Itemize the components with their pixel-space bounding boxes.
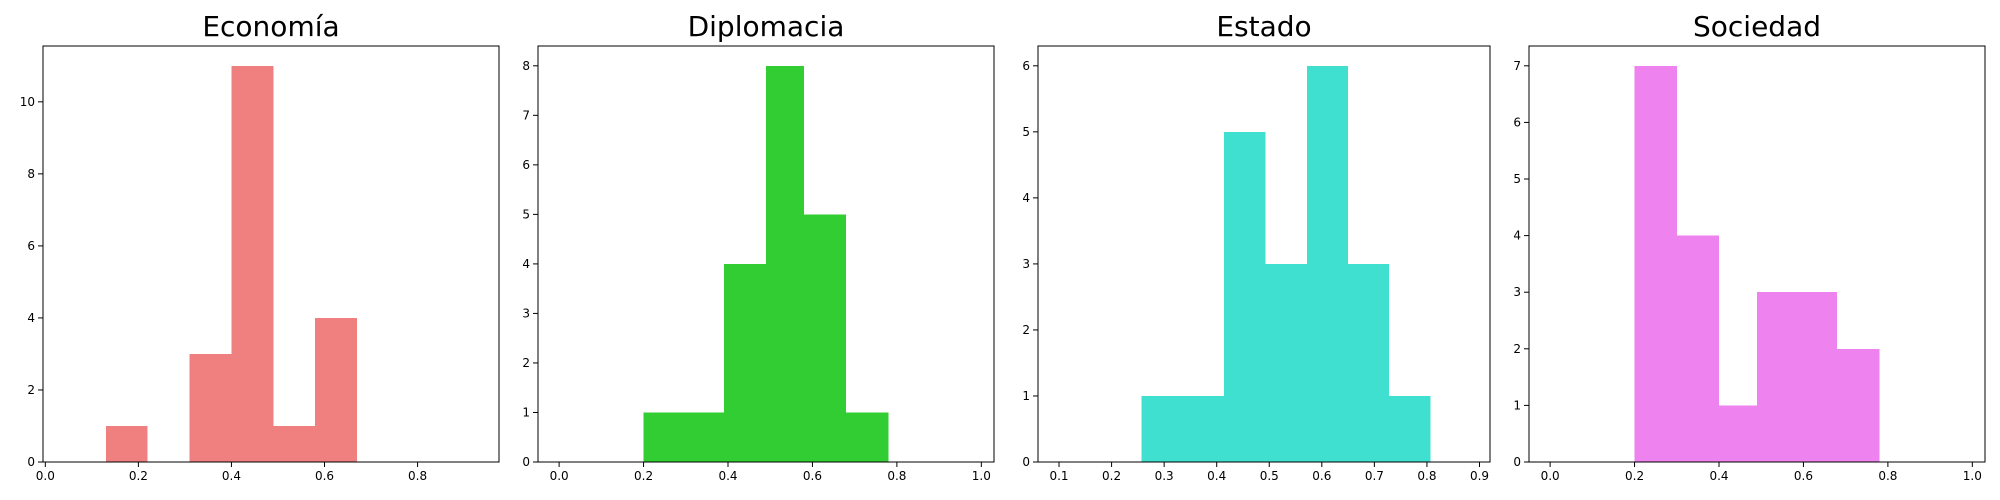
x-tick-label: 0.8 [408, 469, 427, 483]
axes-frame [1037, 45, 1491, 463]
histogram-bar [273, 425, 316, 462]
y-tick-label: 6 [1513, 115, 1521, 129]
histogram-bar [1265, 263, 1308, 462]
histogram-bar [766, 65, 804, 463]
x-tick-label: 0.4 [1207, 469, 1226, 483]
x-tick-label: 0.6 [1312, 469, 1331, 483]
x-tick-label: 1.0 [1963, 469, 1982, 483]
x-tick-label: 0.2 [1625, 469, 1644, 483]
y-tick-label: 2 [1513, 342, 1521, 356]
y-tick-label: 1 [522, 405, 530, 419]
x-tick-label: 0.8 [887, 469, 906, 483]
histogram-bar [105, 425, 148, 462]
x-tick-label: 0.2 [634, 469, 653, 483]
axes-frame [42, 45, 500, 463]
y-tick-label: 2 [522, 356, 530, 370]
histogram-bar [723, 263, 766, 462]
y-tick-label: 2 [1022, 323, 1030, 337]
y-tick-label: 4 [27, 311, 35, 325]
histogram-bar [189, 353, 232, 462]
y-tick-label: 3 [1022, 257, 1030, 271]
x-tick-label: 0.2 [1102, 469, 1121, 483]
y-tick-label: 0 [1022, 455, 1030, 469]
histogram-bar [231, 65, 274, 463]
y-tick-label: 4 [1022, 191, 1030, 205]
y-tick-label: 4 [522, 257, 530, 271]
y-tick-label: 1 [1022, 389, 1030, 403]
panel-title: Sociedad [1693, 10, 1821, 43]
histogram-bar [1307, 65, 1349, 463]
histogram-bar [1719, 405, 1757, 462]
y-tick-label: 5 [1513, 172, 1521, 186]
y-tick-label: 4 [1513, 229, 1521, 243]
histogram-bar [1183, 395, 1225, 462]
histogram-bar [1389, 395, 1431, 462]
histogram-bar [643, 412, 682, 462]
x-tick-label: 0.4 [222, 469, 241, 483]
histogram-bar [1837, 348, 1880, 462]
x-tick-label: 0.0 [36, 469, 55, 483]
y-tick-label: 8 [522, 59, 530, 73]
y-tick-label: 1 [1513, 398, 1521, 412]
y-tick-label: 0 [27, 455, 35, 469]
x-tick-label: 0.2 [129, 469, 148, 483]
y-tick-label: 6 [27, 239, 35, 253]
axes-frame [537, 45, 995, 463]
panel-title: Diplomacia [688, 10, 845, 43]
histogram-panel: Estado 0.1 0.2 0.3 0.4 0.5 0.6 0.7 0.8 0.9 0 1 2 3 4 5 6 [1022, 10, 1491, 483]
x-tick-label: 0.8 [1878, 469, 1897, 483]
histogram-panel: Diplomacia 0.0 0.2 0.4 0.6 0.8 1.0 0 1 2 3 4 5 6 7 8 [522, 10, 995, 483]
y-tick-label: 3 [522, 306, 530, 320]
panel-title: Economía [202, 10, 339, 43]
x-tick-label: 0.0 [550, 469, 569, 483]
y-tick-label: 2 [27, 383, 35, 397]
y-tick-label: 6 [1022, 59, 1030, 73]
x-tick-label: 1.0 [972, 469, 991, 483]
x-tick-label: 0.5 [1260, 469, 1279, 483]
x-tick-label: 0.7 [1365, 469, 1384, 483]
histogram-bar [681, 412, 724, 462]
y-tick-label: 5 [1022, 125, 1030, 139]
x-tick-label: 0.4 [1709, 469, 1728, 483]
y-tick-label: 3 [1513, 285, 1521, 299]
histogram-bar [1676, 235, 1719, 462]
x-tick-label: 0.3 [1155, 469, 1174, 483]
axes-frame [1528, 45, 1986, 463]
x-tick-label: 0.1 [1049, 469, 1068, 483]
y-tick-label: 7 [522, 108, 530, 122]
y-tick-label: 8 [27, 167, 35, 181]
x-tick-label: 0.6 [803, 469, 822, 483]
histogram-bar [804, 214, 847, 462]
y-tick-label: 5 [522, 207, 530, 221]
histogram-bar [846, 412, 889, 462]
histogram-bar [1757, 292, 1800, 462]
histogram-bar [1634, 65, 1677, 463]
x-tick-label: 0.8 [1417, 469, 1436, 483]
y-tick-label: 0 [522, 455, 530, 469]
histogram-bar [1224, 131, 1266, 463]
histogram-bar [315, 317, 358, 462]
histogram-bar [1348, 263, 1390, 462]
y-tick-label: 7 [1513, 59, 1521, 73]
y-tick-label: 10 [20, 95, 35, 109]
panel-title: Estado [1216, 10, 1311, 43]
x-tick-label: 0.6 [1794, 469, 1813, 483]
x-tick-label: 0.9 [1470, 469, 1489, 483]
x-tick-label: 0.4 [718, 469, 737, 483]
histogram-bar [1141, 395, 1184, 462]
histogram-bar [1799, 292, 1838, 462]
histogram-panel: Economía 0.0 0.2 0.4 0.6 0.8 0 2 4 6 8 10 [20, 10, 500, 483]
y-tick-label: 0 [1513, 455, 1521, 469]
histogram-panel: Sociedad 0.0 0.2 0.4 0.6 0.8 1.0 0 1 2 3 4 5 6 7 [1513, 10, 1986, 483]
y-tick-label: 6 [522, 158, 530, 172]
x-tick-label: 0.0 [1541, 469, 1560, 483]
x-tick-label: 0.6 [315, 469, 334, 483]
